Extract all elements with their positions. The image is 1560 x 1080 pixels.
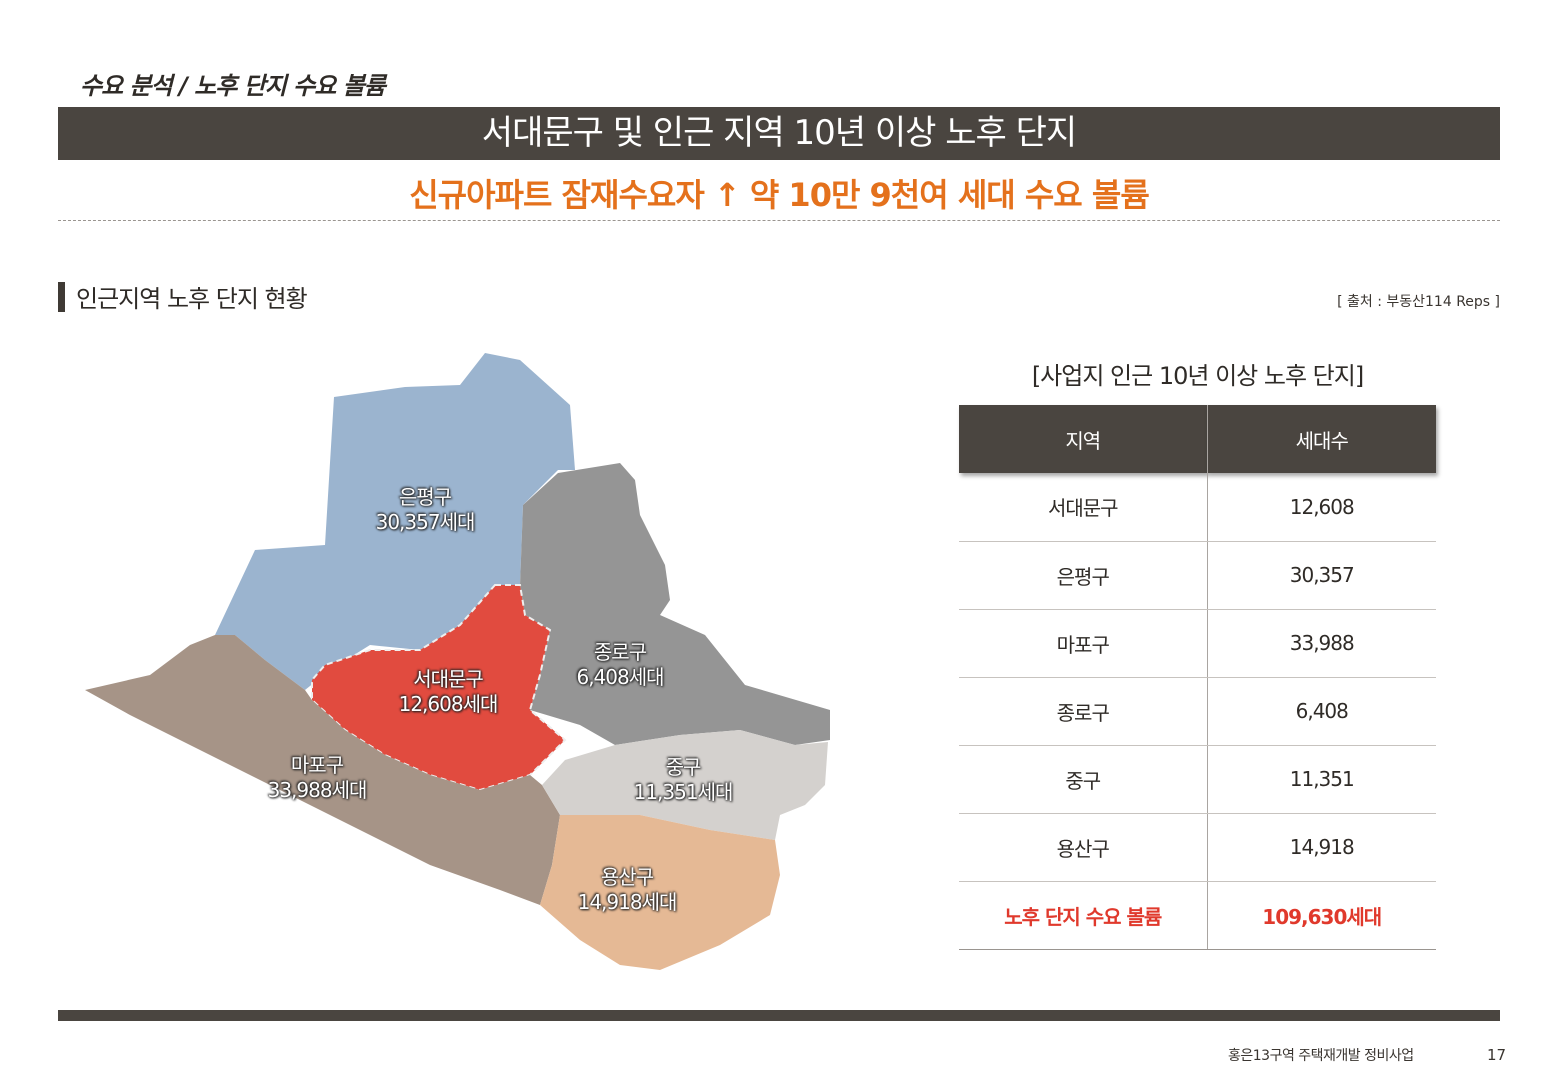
source-note: [ 출처 : 부동산114 Reps ]	[1337, 294, 1500, 310]
table-row: 용산구 14,918	[959, 813, 1436, 882]
label-name: 은평구	[398, 485, 452, 509]
district-map: 은평구 30,357세대 종로구 6,408세대 서대문구 12,608세대 마…	[80, 345, 840, 990]
section-marker	[58, 282, 65, 312]
cell-households: 30,357	[1207, 541, 1436, 610]
cell-households: 11,351	[1207, 745, 1436, 814]
table-caption: [사업지 인근 10년 이상 노후 단지]	[1031, 362, 1364, 390]
cell-region: 중구	[959, 745, 1208, 814]
cell-households: 33,988	[1207, 609, 1436, 678]
cell-region: 마포구	[959, 609, 1208, 678]
total-value: 109,630세대	[1207, 881, 1436, 950]
header-households: 세대수	[1207, 405, 1436, 473]
cell-region: 은평구	[959, 541, 1208, 610]
table-row: 종로구 6,408	[959, 677, 1436, 746]
label-mapo: 마포구 33,988세대	[252, 753, 382, 803]
cell-region: 용산구	[959, 813, 1208, 882]
label-value: 12,608세대	[398, 692, 499, 716]
header-region: 지역	[959, 405, 1208, 473]
district-junggu	[542, 730, 828, 840]
district-yongsan	[540, 815, 780, 970]
label-value: 30,357세대	[375, 510, 476, 534]
page-number: 17	[1487, 1046, 1507, 1064]
district-eunpyeong	[215, 353, 575, 690]
district-map-svg	[85, 353, 830, 970]
district-jongno	[520, 463, 830, 745]
table-header-row: 지역 세대수	[959, 405, 1436, 473]
table-row: 은평구 30,357	[959, 541, 1436, 610]
label-value: 33,988세대	[267, 778, 368, 802]
label-junggu: 중구 11,351세대	[618, 755, 748, 805]
footer-bar	[58, 1010, 1500, 1021]
label-name: 종로구	[593, 640, 647, 664]
label-value: 6,408세대	[576, 665, 664, 689]
total-label: 노후 단지 수요 볼륨	[959, 881, 1208, 950]
footer-project: 홍은13구역 주택재개발 정비사업	[1228, 1048, 1414, 1064]
label-name: 중구	[665, 755, 702, 779]
cell-region: 종로구	[959, 677, 1208, 746]
label-jongno: 종로구 6,408세대	[555, 640, 685, 690]
breadcrumb: 수요 분석 / 노후 단지 수요 볼륨	[80, 72, 386, 100]
section-title: 인근지역 노후 단지 현황	[76, 285, 308, 313]
table-row: 마포구 33,988	[959, 609, 1436, 678]
table-total-row: 노후 단지 수요 볼륨 109,630세대	[959, 881, 1436, 950]
district-seodaemun	[311, 584, 567, 792]
page-title: 서대문구 및 인근 지역 10년 이상 노후 단지	[58, 107, 1500, 160]
label-name: 마포구	[290, 753, 344, 777]
district-mapo	[85, 635, 560, 905]
cell-households: 6,408	[1207, 677, 1436, 746]
headline: 신규아파트 잠재수요자 ↑ 약 10만 9천여 세대 수요 볼륨	[409, 176, 1150, 214]
label-yongsan: 용산구 14,918세대	[562, 865, 692, 915]
cell-households: 12,608	[1207, 473, 1436, 542]
label-value: 14,918세대	[577, 890, 678, 914]
label-name: 서대문구	[413, 667, 484, 691]
cell-households: 14,918	[1207, 813, 1436, 882]
table-row: 중구 11,351	[959, 745, 1436, 814]
household-table: 지역 세대수 서대문구 12,608 은평구 30,357 마포구 33,988…	[959, 405, 1436, 950]
label-value: 11,351세대	[633, 780, 734, 804]
label-name: 용산구	[600, 865, 654, 889]
table-row: 서대문구 12,608	[959, 473, 1436, 542]
label-seodaemun: 서대문구 12,608세대	[378, 667, 518, 717]
label-eunpyeong: 은평구 30,357세대	[360, 485, 490, 535]
dotted-divider	[58, 220, 1500, 221]
cell-region: 서대문구	[959, 473, 1208, 542]
